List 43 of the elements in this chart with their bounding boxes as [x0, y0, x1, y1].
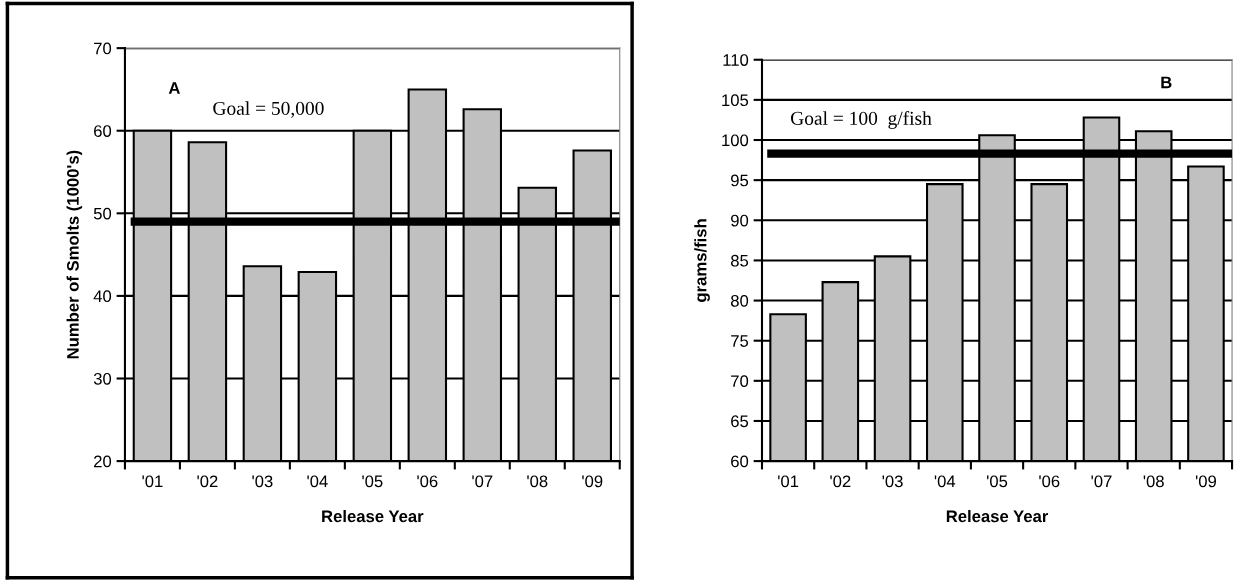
x-tick-label: '09 [1195, 475, 1217, 488]
y-tick-label: 80 [730, 294, 749, 307]
y-tick-label: 20 [94, 455, 112, 468]
x-axis-title: Release Year [322, 509, 424, 523]
x-tick-label: '03 [882, 475, 903, 488]
y-tick-label: 60 [94, 125, 112, 137]
x-tick-label: '05 [362, 475, 383, 488]
x-tick-label: '06 [1039, 475, 1060, 488]
annotation: B [1161, 76, 1172, 89]
x-axis-title: Release Year [946, 509, 1049, 523]
y-tick-label: 95 [731, 174, 749, 187]
x-tick-label: '05 [987, 475, 1008, 488]
y-tick-label: 40 [93, 290, 112, 303]
x-tick-label: '07 [472, 475, 493, 488]
x-tick-label: '08 [527, 475, 548, 488]
y-tick-label: 110 [723, 54, 749, 66]
x-tick-label: '01 [778, 475, 799, 488]
y-tick-label: 60 [731, 455, 749, 468]
y-tick-label: 30 [93, 372, 112, 385]
annotation: Goal = 100 g/fish [790, 111, 932, 129]
x-tick-label: '02 [830, 475, 851, 488]
x-tick-label: '04 [307, 475, 328, 488]
y-tick-label: 70 [94, 42, 112, 55]
y-tick-label: 90 [731, 214, 749, 227]
y-tick-label: 75 [731, 335, 749, 347]
y-tick-label: 85 [730, 254, 749, 267]
y-axis-title: grams/fish [694, 219, 710, 302]
x-tick-label: '01 [142, 475, 163, 488]
annotation: Goal = 50,000 [213, 101, 324, 118]
x-tick-label: '04 [934, 475, 956, 488]
x-tick-label: '06 [417, 475, 438, 488]
y-axis-title: Number of Smolts (1000's) [66, 150, 83, 359]
y-tick-label: 50 [93, 207, 112, 220]
y-tick-label: 65 [731, 415, 749, 428]
y-tick-label: 105 [722, 94, 749, 107]
x-tick-label: '03 [252, 475, 273, 488]
x-tick-label: '02 [197, 475, 218, 488]
x-tick-label: '08 [1143, 475, 1164, 488]
y-tick-label: 100 [722, 134, 749, 147]
x-tick-label: '07 [1091, 475, 1112, 488]
x-tick-label: '09 [582, 475, 603, 488]
annotation: A [168, 82, 180, 94]
y-tick-label: 70 [731, 375, 749, 388]
